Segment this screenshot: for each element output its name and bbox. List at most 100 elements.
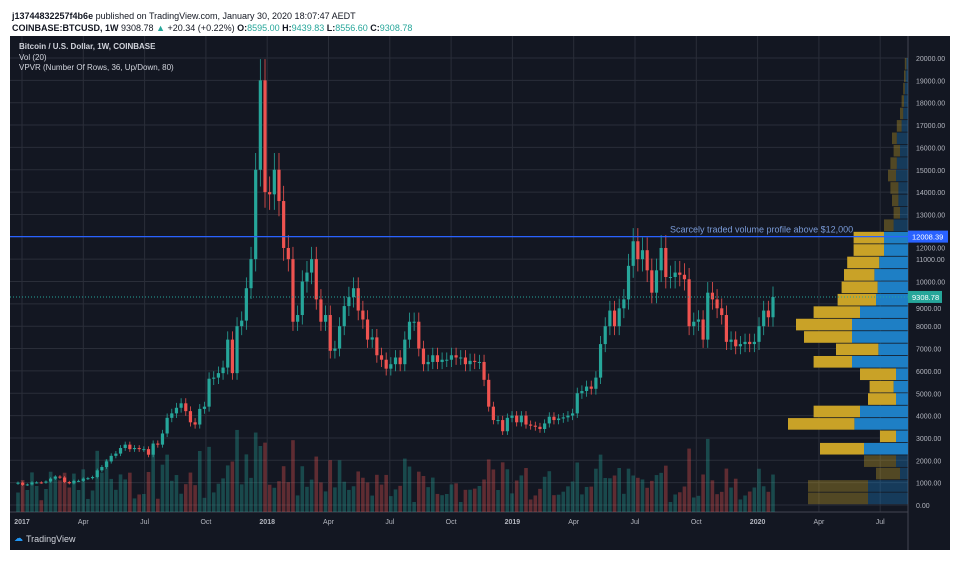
volume-bar (328, 460, 333, 512)
volume-bar (48, 471, 53, 512)
volume-bar (309, 479, 314, 512)
vpvr-down-bar (813, 306, 860, 318)
volume-bar (225, 465, 230, 512)
low-value: 8556.60 (335, 23, 368, 33)
candle (370, 337, 374, 340)
candle (100, 467, 104, 471)
candle (142, 449, 146, 451)
price-tick-label: 2000.00 (916, 458, 941, 465)
candle (538, 426, 542, 430)
volume-bar (594, 468, 598, 512)
volume-bar (100, 472, 104, 512)
volume-bar (580, 494, 584, 512)
volume-bar (412, 502, 416, 512)
price-tick-label: 4000.00 (916, 414, 941, 421)
price-tick-label: 20000.00 (916, 56, 945, 63)
candle (435, 355, 440, 362)
volume-bar (710, 480, 715, 512)
volume-bar (528, 499, 533, 512)
candle (296, 315, 300, 322)
vpvr-down-bar (853, 244, 884, 256)
change: +20.34 (+0.22%) (167, 23, 235, 33)
volume-bar (142, 494, 146, 512)
volume-bar (430, 477, 435, 512)
price-chart[interactable]: 0.00 1000.00 2000.00 3000.00 4000.00 5000.00 6… (10, 36, 950, 550)
vpvr-down-bar (837, 293, 876, 306)
candle (351, 288, 356, 298)
volume-legend[interactable]: Vol (20) (19, 53, 47, 62)
candle (734, 339, 738, 347)
candle (547, 416, 551, 424)
time-tick-label: Apr (323, 519, 335, 526)
price-tick-label: 12000.00 (916, 246, 945, 253)
vpvr-down-bar (808, 480, 868, 492)
candle (114, 453, 118, 456)
volume-bar (664, 465, 668, 512)
author[interactable]: j13744832257f4b6e (12, 11, 94, 21)
vpvr-down-bar (876, 467, 900, 480)
candle (645, 250, 649, 271)
price-tick-label: 13000.00 (916, 212, 945, 219)
candle (426, 361, 430, 365)
time-tick-label: Oct (691, 519, 702, 526)
volume-bar (67, 487, 72, 512)
candle (687, 279, 691, 327)
volume-bar (342, 481, 347, 512)
volume-bar (16, 492, 20, 512)
annotation-text: Scarcely traded volume profile above $12… (670, 225, 853, 235)
volume-bar (584, 486, 589, 512)
volume-bar (39, 500, 44, 512)
vpvr-up-bar (852, 355, 908, 368)
volume-bar (612, 475, 617, 512)
price-tick-label: 14000.00 (916, 190, 945, 197)
volume-bar (524, 468, 528, 512)
vpvr-down-bar (904, 70, 906, 83)
chart-panel[interactable]: 0.00 1000.00 2000.00 3000.00 4000.00 5000.00 6… (10, 36, 950, 550)
candle (365, 319, 370, 340)
volume-bar (123, 479, 127, 512)
last-price: 9308.78 (121, 23, 154, 33)
volume-bar (682, 486, 687, 512)
candle (748, 341, 752, 345)
vpvr-down-bar (900, 107, 904, 120)
volume-bar (505, 469, 510, 512)
volume-bar (421, 476, 426, 512)
volume-bar (272, 487, 277, 512)
candle (198, 408, 202, 425)
candle (165, 417, 169, 434)
volume-bar (128, 472, 132, 512)
vpvr-legend[interactable]: VPVR (Number Of Rows, 36, Up/Down, 80) (19, 63, 174, 72)
vpvr-up-bar (896, 132, 908, 145)
volume-bar (468, 489, 472, 512)
volume-bar (440, 495, 444, 512)
candle (477, 361, 481, 363)
volume-bar (752, 487, 757, 512)
volume-bar (561, 491, 566, 512)
price-tick-label: 1000.00 (916, 481, 941, 488)
candle (468, 360, 472, 365)
vpvr-down-bar (813, 355, 852, 368)
candle (701, 319, 705, 340)
vpvr-down-bar (890, 157, 897, 169)
volume-bar (640, 479, 645, 512)
volume-bar (95, 450, 100, 512)
volume-bar (538, 488, 542, 512)
candle (16, 482, 20, 484)
candle (771, 296, 775, 318)
candle (118, 448, 123, 454)
candle (589, 386, 593, 389)
series-legend: Bitcoin / U.S. Dollar, 1W, COINBASE (19, 42, 156, 51)
candle (277, 169, 281, 202)
candle (188, 411, 193, 423)
volume-bar (356, 471, 361, 512)
volume-bar (454, 483, 458, 512)
volume-bar (347, 489, 351, 512)
vpvr-up-bar (893, 219, 908, 232)
price-tick-label: 6000.00 (916, 369, 941, 376)
candle (501, 420, 505, 432)
candle (570, 413, 575, 416)
candle (58, 476, 62, 478)
candle (720, 308, 724, 316)
volume-bar (221, 478, 225, 512)
volume-bar (426, 487, 430, 512)
